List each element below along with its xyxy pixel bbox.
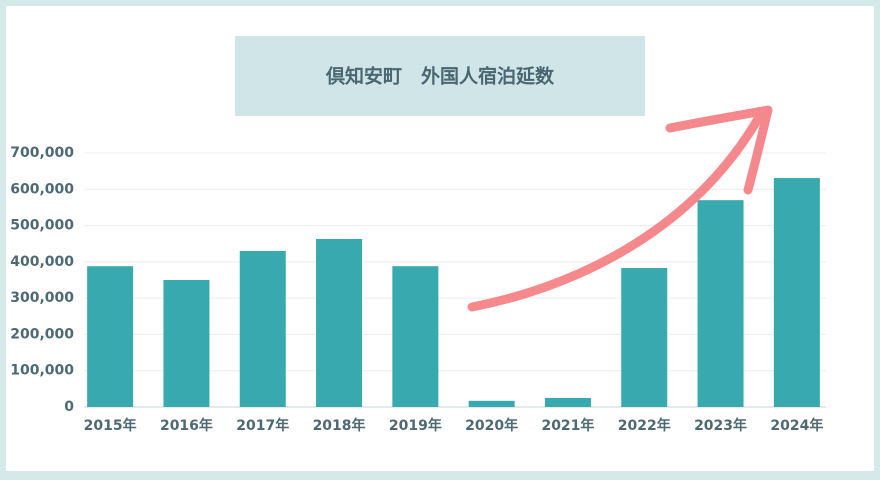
x-tick-label: 2019年 [389, 417, 442, 434]
bar [697, 200, 744, 407]
y-tick-label: 700,000 [10, 145, 74, 161]
x-tick-label: 2015年 [84, 417, 137, 434]
y-tick-label: 0 [64, 399, 74, 415]
y-tick-label: 300,000 [10, 290, 74, 306]
bar [544, 397, 591, 407]
x-tick-label: 2017年 [236, 417, 289, 434]
bar [87, 266, 134, 407]
y-tick-label: 200,000 [10, 326, 74, 342]
y-tick-label: 500,000 [10, 218, 74, 234]
y-tick-label: 600,000 [10, 181, 74, 197]
title-box [235, 36, 645, 116]
x-tick-label: 2016年 [160, 417, 213, 434]
bar [163, 280, 210, 407]
bar [239, 250, 286, 407]
x-tick-label: 2022年 [618, 417, 671, 434]
y-tick-label: 400,000 [10, 254, 74, 270]
y-tick-label: 100,000 [10, 363, 74, 379]
bar [316, 238, 363, 407]
x-tick-label: 2020年 [465, 417, 518, 434]
plot-area: 0 100,000 200,000 300,000 400,000 500,000 600,… [10, 145, 826, 434]
bar [468, 400, 515, 407]
x-tick-label: 2024年 [770, 417, 823, 434]
trend-arrow [467, 105, 773, 312]
bar [392, 266, 439, 407]
x-tick-label: 2018年 [313, 417, 366, 434]
x-tick-label: 2023年 [694, 417, 747, 434]
chart-title: 倶知安町 外国人宿泊延数 [325, 65, 555, 88]
bar [621, 268, 668, 407]
x-tick-label: 2021年 [541, 417, 594, 434]
bar [773, 178, 820, 407]
